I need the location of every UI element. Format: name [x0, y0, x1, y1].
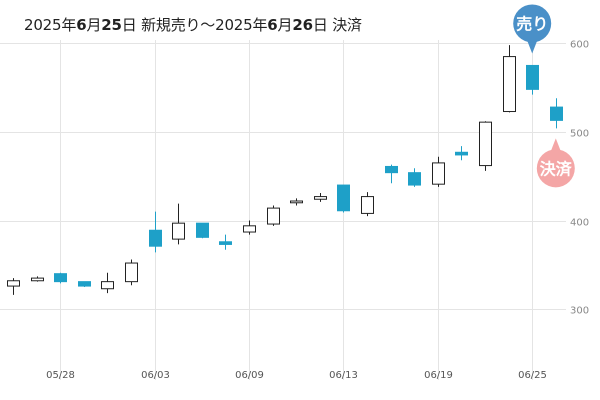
candle-body: [314, 196, 327, 200]
candle-body: [267, 207, 280, 225]
candle-body: [337, 184, 350, 212]
candle-body: [172, 222, 185, 240]
candle-body: [149, 229, 162, 247]
x-tick-label: 06/03: [141, 370, 170, 381]
y-tick-label: 500: [570, 129, 589, 140]
title-date2-mid: 月: [277, 16, 293, 34]
candle-body: [7, 280, 20, 287]
candle-body: [243, 225, 256, 233]
title-date1-month: 6: [76, 16, 87, 34]
x-tick-label: 06/25: [518, 370, 547, 381]
x-tick-label: 05/28: [46, 370, 75, 381]
y-tick-label: 600: [570, 40, 589, 51]
candle-body: [432, 162, 445, 185]
chart-title: 2025年6月25日 新規売り〜2025年6月26日 決済: [24, 14, 362, 35]
title-date1-day: 25: [101, 16, 122, 34]
candle-body: [385, 165, 398, 174]
settle-badge-label: 決済: [540, 159, 573, 178]
settle-badge: [536, 149, 575, 188]
sell-badge-label: 売り: [516, 14, 548, 33]
candle-body: [290, 200, 303, 204]
title-date1-year: 2025年: [24, 16, 77, 34]
title-date1-mid: 月: [86, 16, 102, 34]
candle-body: [54, 273, 67, 283]
sell-badge: [513, 4, 552, 43]
title-date1-suffix: 日 新規売り〜: [121, 16, 216, 34]
title-date2-day: 26: [292, 16, 313, 34]
y-tick-label: 400: [570, 218, 589, 229]
candle-body: [101, 281, 114, 290]
candle-body: [503, 56, 516, 113]
candle-body: [219, 241, 232, 245]
candle-body: [479, 121, 492, 167]
candle-body: [78, 281, 91, 287]
x-tick-label: 06/09: [235, 370, 264, 381]
candle-body: [31, 277, 44, 282]
candle-body: [196, 222, 209, 238]
candle-body: [526, 64, 539, 90]
title-date2-suffix: 日 決済: [312, 16, 362, 34]
candle-body: [125, 262, 138, 283]
candle-body: [455, 151, 468, 156]
x-tick-label: 06/19: [424, 370, 453, 381]
x-tick-label: 06/13: [329, 370, 358, 381]
title-date2-year: 2025年: [215, 16, 268, 34]
title-date2-month: 6: [267, 16, 278, 34]
candle-body: [361, 196, 374, 214]
candle-body: [550, 106, 563, 121]
candle-body: [408, 172, 421, 186]
y-tick-label: 300: [570, 306, 589, 317]
